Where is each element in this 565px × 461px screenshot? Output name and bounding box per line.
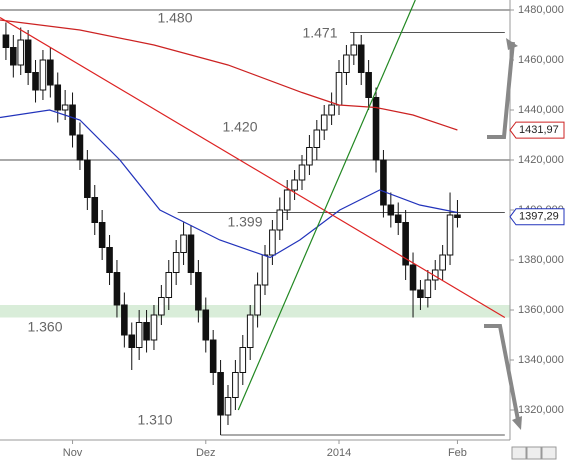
candle-body	[417, 289, 424, 298]
level-label: 1.360	[27, 319, 62, 335]
candle-body	[239, 347, 247, 373]
candle-body	[165, 272, 173, 298]
level-label: 1.471	[302, 25, 337, 41]
y-tick-label: 1440,000	[518, 104, 564, 116]
candle-body	[24, 39, 32, 73]
arrow-down	[484, 324, 520, 421]
candle-body	[380, 159, 387, 206]
scroll-controls[interactable]	[511, 446, 557, 460]
candle-body	[350, 44, 358, 56]
price-tag	[509, 121, 565, 139]
y-tick-label: 1380,000	[518, 254, 564, 266]
candle-body	[172, 252, 180, 273]
candle-body	[69, 104, 76, 136]
price-tag-label: 1397,29	[519, 211, 559, 223]
candle-body	[246, 314, 254, 348]
overlay-line	[237, 0, 416, 411]
x-tick-label: Feb	[448, 447, 467, 459]
scroll-button[interactable]	[526, 446, 542, 460]
y-tick-label: 1420,000	[518, 154, 564, 166]
scroll-button[interactable]	[511, 446, 527, 460]
candle-body	[269, 229, 276, 256]
candle-body	[195, 272, 202, 311]
candle-body	[187, 234, 195, 273]
candle-body	[158, 297, 165, 316]
arrow-head	[512, 416, 522, 430]
candle-body	[17, 39, 25, 66]
candle-body	[424, 279, 432, 298]
level-label: 1.399	[227, 214, 262, 230]
candle-body	[32, 72, 39, 91]
candle-body	[254, 284, 261, 316]
level-label: 1.310	[137, 412, 172, 428]
arrow-head	[506, 38, 518, 50]
y-tick-label: 1340,000	[518, 354, 564, 366]
candle-body	[224, 397, 232, 416]
candle-body	[357, 44, 365, 73]
candle-body	[306, 147, 313, 166]
level-label: 1.480	[157, 10, 192, 26]
candle-body	[313, 129, 321, 148]
scroll-button[interactable]	[541, 446, 557, 460]
candle-body	[217, 372, 224, 416]
candle-body	[283, 189, 291, 211]
candle-body	[439, 254, 446, 271]
candle-body	[276, 209, 284, 231]
candle-body	[454, 214, 461, 218]
candle-body	[320, 114, 328, 131]
candle-body	[409, 264, 417, 291]
candle-body	[128, 334, 136, 348]
overlay-line	[0, 109, 458, 259]
candle-body	[335, 72, 343, 106]
candle-body	[91, 197, 99, 223]
candle-body	[150, 314, 158, 341]
candle-body	[202, 309, 210, 341]
y-tick-label: 1460,000	[518, 54, 564, 66]
candle-body	[180, 234, 187, 253]
candle-body	[54, 84, 62, 111]
arrow-up	[487, 41, 515, 139]
candle-body	[10, 47, 17, 66]
y-tick-label: 1480,000	[518, 4, 564, 16]
candle-body	[135, 322, 143, 348]
x-tick-label: Dez	[196, 447, 216, 459]
candle-body	[298, 164, 306, 181]
candle-body	[261, 254, 269, 286]
candle-body	[106, 247, 113, 273]
overlay-line	[0, 19, 458, 131]
candle-body	[232, 372, 239, 398]
candle-body	[39, 59, 47, 91]
level-label: 1.420	[222, 119, 257, 135]
y-tick-label: 1360,000	[518, 304, 564, 316]
candle-body	[209, 339, 217, 373]
price-tag	[509, 208, 565, 226]
x-tick-label: Nov	[63, 447, 83, 459]
candle-body	[143, 322, 150, 341]
candle-body	[402, 222, 409, 266]
candle-body	[446, 214, 454, 256]
candle-body	[394, 214, 402, 223]
candle-body	[365, 72, 372, 98]
candle-body	[2, 34, 10, 48]
candle-body	[47, 59, 54, 86]
candle-body	[372, 97, 380, 161]
overlay-line	[0, 16, 506, 319]
candle-body	[76, 134, 84, 161]
candle-body	[291, 179, 298, 191]
candle-body	[98, 222, 106, 248]
candle-body	[328, 104, 335, 116]
candle-body	[387, 204, 395, 216]
candle-body	[61, 104, 69, 111]
y-tick-label: 1320,000	[518, 404, 564, 416]
candle-body	[121, 304, 128, 336]
candle-body	[113, 272, 121, 306]
candle-body	[84, 159, 91, 198]
candle-body	[343, 54, 350, 73]
x-tick-label: 2014	[327, 447, 351, 459]
price-tag-label: 1431,97	[519, 124, 559, 136]
